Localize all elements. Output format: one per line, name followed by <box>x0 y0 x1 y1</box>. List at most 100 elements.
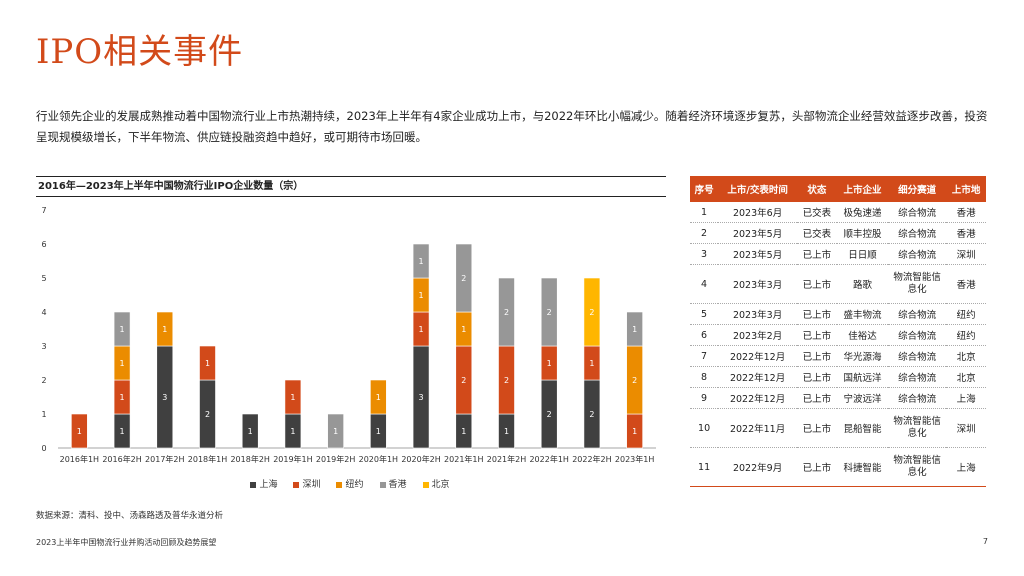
table-row: 2 2023年5月 已交表 顺丰控股 综合物流 香港 <box>690 222 986 244</box>
x-tick-label: 2020年2H <box>401 454 440 464</box>
data-label: 3 <box>419 393 424 402</box>
header-company: 上市企业 <box>836 176 889 202</box>
data-label: 1 <box>419 325 424 334</box>
cell-company: 国航远洋 <box>836 366 889 388</box>
data-label: 1 <box>77 427 82 436</box>
data-label: 1 <box>632 325 637 334</box>
data-label: 2 <box>589 308 594 317</box>
cell-status: 已上市 <box>797 387 837 409</box>
x-tick-label: 2016年2H <box>102 454 141 464</box>
bar-segment <box>455 243 473 313</box>
cell-date: 2022年12月 <box>718 345 798 367</box>
table-row: 9 2022年12月 已上市 宁波远洋 综合物流 上海 <box>690 387 986 409</box>
legend-label: 北京 <box>431 480 450 490</box>
legend-label: 上海 <box>259 480 278 490</box>
cell-place: 深圳 <box>946 408 986 448</box>
cell-company: 日日顺 <box>836 243 889 265</box>
cell-status: 已交表 <box>797 202 837 223</box>
cell-no: 7 <box>690 345 719 367</box>
x-tick-label: 2023年1H <box>615 454 654 464</box>
cell-segment: 综合物流 <box>888 243 947 265</box>
bar-segment <box>113 311 131 347</box>
ipo-chart: 0 1 2 3 4 5 6 7 1 2016年1H 1 1 1 1 2016年2H 3 1 2017年2H 2 1 20… <box>36 200 664 500</box>
cell-no: 1 <box>690 202 719 223</box>
cell-date: 2022年12月 <box>718 387 798 409</box>
cell-date: 2023年6月 <box>718 202 798 223</box>
cell-place: 北京 <box>946 345 986 367</box>
data-label: 1 <box>589 359 594 368</box>
cell-place: 上海 <box>946 387 986 409</box>
cell-status: 已上市 <box>797 447 837 487</box>
legend-item: 深圳 <box>293 477 320 490</box>
data-label: 3 <box>162 393 167 402</box>
cell-date: 2023年2月 <box>718 324 798 346</box>
table-row: 1 2023年6月 已交表 极兔速递 综合物流 香港 <box>690 202 986 223</box>
cell-date: 2023年5月 <box>718 243 798 265</box>
data-label: 2 <box>504 376 509 385</box>
cell-date: 2023年3月 <box>718 264 798 304</box>
cell-place: 香港 <box>946 222 986 244</box>
cell-no: 8 <box>690 366 719 388</box>
data-label: 1 <box>333 427 338 436</box>
x-tick-label: 2020年1H <box>359 454 398 464</box>
table-row: 3 2023年5月 已上市 日日顺 综合物流 深圳 <box>690 243 986 265</box>
data-label: 1 <box>120 359 125 368</box>
table-row: 8 2022年12月 已上市 国航远洋 综合物流 北京 <box>690 366 986 388</box>
x-tick-label: 2018年1H <box>188 454 227 464</box>
cell-place: 纽约 <box>946 324 986 346</box>
chart-svg: 0 1 2 3 4 5 6 7 1 2016年1H 1 1 1 1 2016年2H 3 1 2017年2H 2 1 20… <box>41 206 656 464</box>
table-row: 6 2023年2月 已上市 佳裕达 综合物流 纽约 <box>690 324 986 346</box>
cell-place: 上海 <box>946 447 986 487</box>
cell-segment: 综合物流 <box>888 303 947 325</box>
y-tick-label: 2 <box>41 376 46 385</box>
legend-item: 纽约 <box>336 477 364 490</box>
cell-no: 3 <box>690 243 719 265</box>
data-label: 1 <box>376 393 381 402</box>
x-tick-label: 2022年1H <box>529 454 568 464</box>
legend-label: 香港 <box>388 480 407 490</box>
header-date: 上市/交表时间 <box>718 176 798 202</box>
bar-segment <box>284 379 302 415</box>
cell-no: 6 <box>690 324 719 346</box>
cell-segment: 综合物流 <box>888 387 947 409</box>
header-no: 序号 <box>690 176 719 202</box>
table-row: 7 2022年12月 已上市 华光源海 综合物流 北京 <box>690 345 986 367</box>
header-place: 上市地 <box>946 176 986 202</box>
cell-company: 极兔速递 <box>836 202 889 223</box>
x-tick-label: 2021年2H <box>487 454 526 464</box>
bar-segment <box>583 277 601 347</box>
table-header-row: 序号 上市/交表时间 状态 上市企业 细分赛道 上市地 <box>690 176 986 202</box>
data-label: 1 <box>376 427 381 436</box>
legend-swatch <box>336 481 343 488</box>
data-label: 2 <box>504 308 509 317</box>
table-row: 10 2022年11月 已上市 昆船智能 物流智能信息化 深圳 <box>690 408 986 448</box>
bar-segment <box>327 413 344 449</box>
data-label: 1 <box>504 427 509 436</box>
intro-paragraph: 行业领先企业的发展成熟推动着中国物流行业上市热潮持续，2023年上半年有4家企业… <box>36 109 988 144</box>
cell-date: 2023年3月 <box>718 303 798 325</box>
data-label: 1 <box>248 427 253 436</box>
cell-status: 已交表 <box>797 222 837 244</box>
header-status: 状态 <box>797 176 837 202</box>
cell-segment: 物流智能信息化 <box>888 408 947 448</box>
header-segment: 细分赛道 <box>888 176 947 202</box>
cell-company: 华光源海 <box>836 345 889 367</box>
data-label: 1 <box>120 393 125 402</box>
cell-status: 已上市 <box>797 345 837 367</box>
data-label: 1 <box>461 325 466 334</box>
data-label: 2 <box>205 410 210 419</box>
legend-item: 上海 <box>250 477 277 490</box>
cell-segment: 物流智能信息化 <box>888 264 947 304</box>
bar-segment <box>498 277 515 347</box>
data-label: 2 <box>632 376 637 385</box>
legend-label: 纽约 <box>345 480 364 490</box>
cell-status: 已上市 <box>797 366 837 388</box>
y-tick-label: 7 <box>41 206 46 215</box>
y-tick-label: 5 <box>41 274 46 283</box>
cell-place: 深圳 <box>946 243 986 265</box>
legend-swatch <box>422 481 429 488</box>
cell-date: 2023年5月 <box>718 222 798 244</box>
table-body: 1 2023年6月 已交表 极兔速递 综合物流 香港 2 2023年5月 已交表 顺丰控股 综合物流… <box>690 202 986 487</box>
cell-company: 昆船智能 <box>836 408 889 448</box>
x-tick-label: 2019年1H <box>273 454 312 464</box>
